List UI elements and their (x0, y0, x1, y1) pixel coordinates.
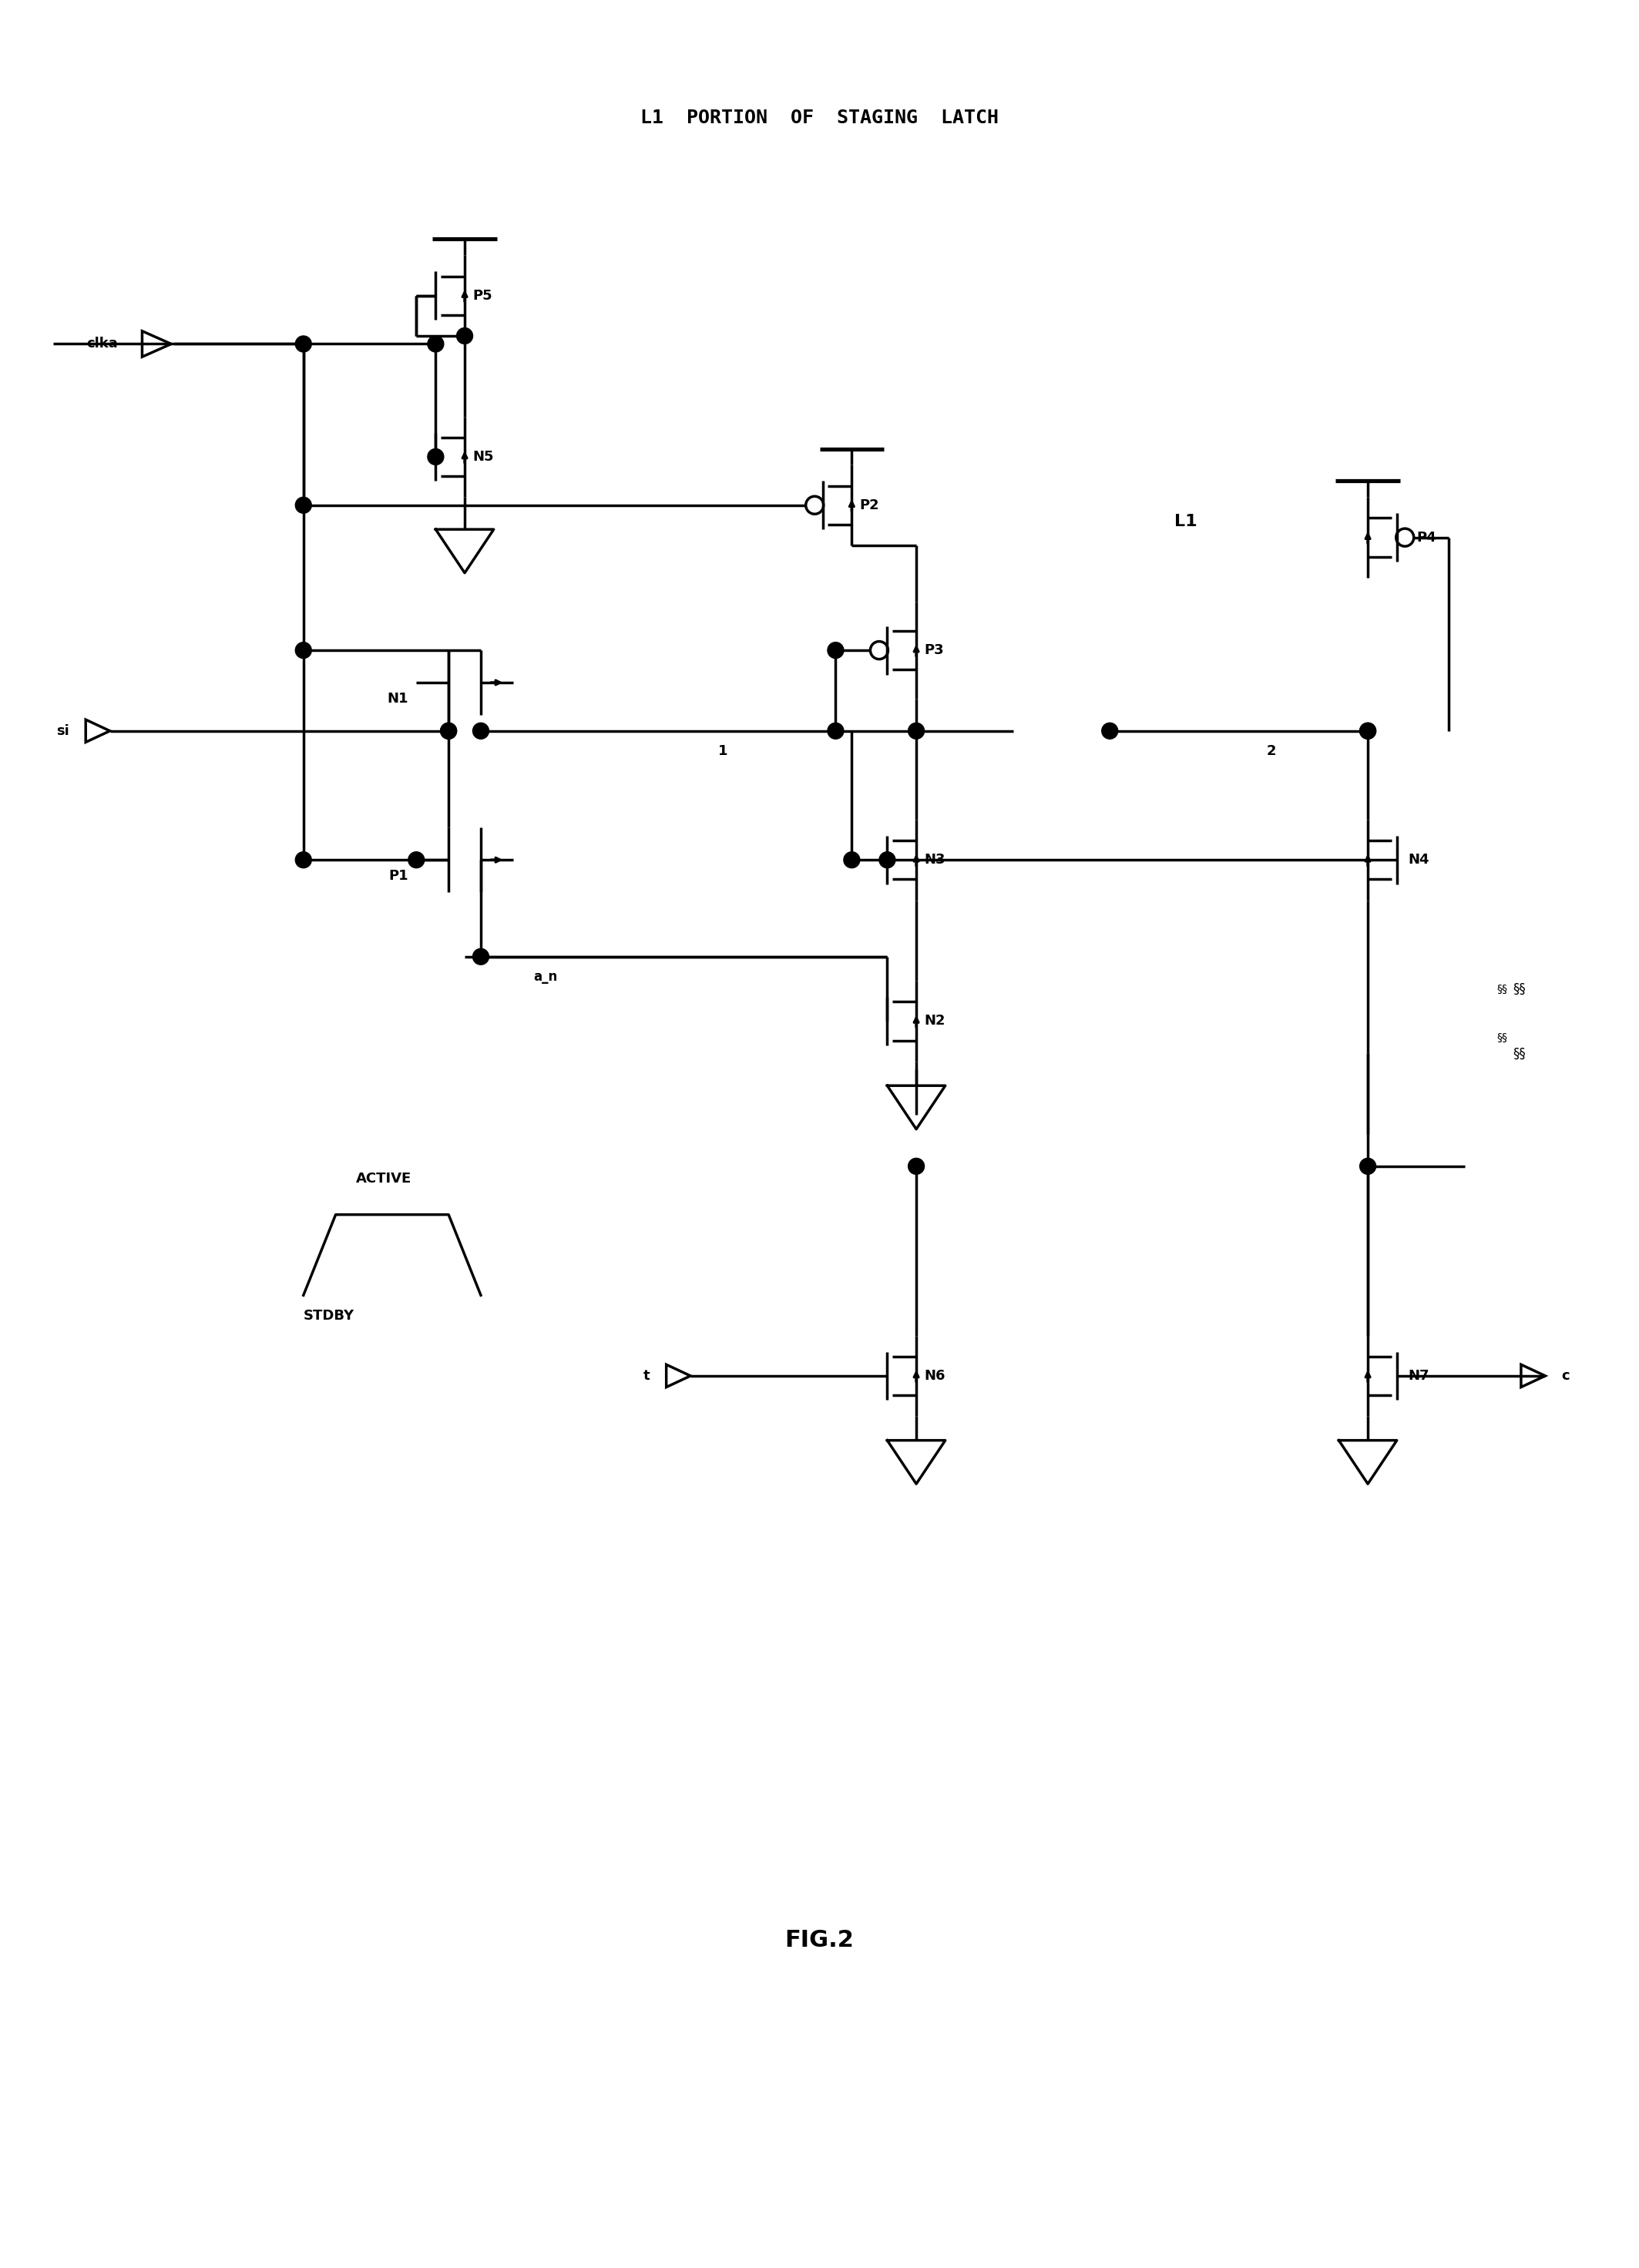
Text: §§: §§ (1513, 982, 1526, 996)
Text: §§: §§ (1496, 1032, 1508, 1043)
Circle shape (1360, 723, 1375, 739)
Circle shape (908, 1159, 924, 1175)
Circle shape (828, 723, 844, 739)
Text: P5: P5 (472, 288, 492, 302)
Circle shape (1360, 723, 1375, 739)
Text: N6: N6 (924, 1370, 946, 1383)
Text: N7: N7 (1408, 1370, 1429, 1383)
Text: N4: N4 (1408, 853, 1429, 866)
Circle shape (295, 853, 311, 869)
Text: t: t (644, 1370, 651, 1383)
Text: STDBY: STDBY (303, 1309, 354, 1322)
Circle shape (472, 948, 488, 964)
Circle shape (879, 853, 895, 869)
Circle shape (1360, 1159, 1375, 1175)
Circle shape (472, 723, 488, 739)
Circle shape (408, 853, 425, 869)
Text: P2: P2 (860, 499, 880, 513)
Text: ACTIVE: ACTIVE (356, 1173, 411, 1186)
Text: N3: N3 (924, 853, 946, 866)
Text: L1: L1 (1174, 513, 1196, 528)
Circle shape (908, 723, 924, 739)
Circle shape (295, 642, 311, 658)
Text: N5: N5 (472, 449, 493, 463)
Text: N1: N1 (387, 692, 408, 705)
Text: clka: clka (87, 338, 118, 352)
Text: 2: 2 (1267, 744, 1275, 758)
Text: a_n: a_n (533, 971, 557, 984)
Circle shape (457, 329, 472, 345)
Circle shape (441, 723, 457, 739)
Circle shape (1101, 723, 1118, 739)
Circle shape (828, 642, 844, 658)
Circle shape (844, 853, 860, 869)
Text: §§: §§ (1496, 984, 1508, 993)
Text: P4: P4 (1416, 531, 1436, 544)
Text: 1: 1 (718, 744, 728, 758)
Text: P3: P3 (924, 644, 944, 658)
Text: c: c (1562, 1370, 1570, 1383)
Text: si: si (57, 723, 69, 737)
Text: §§: §§ (1513, 1046, 1526, 1061)
Circle shape (441, 723, 457, 739)
Text: P1: P1 (388, 869, 408, 882)
Circle shape (428, 449, 444, 465)
Circle shape (295, 497, 311, 513)
Text: L1  PORTION  OF  STAGING  LATCH: L1 PORTION OF STAGING LATCH (641, 109, 998, 127)
Circle shape (295, 336, 311, 352)
Circle shape (428, 336, 444, 352)
Text: FIG.2: FIG.2 (785, 1930, 854, 1950)
Text: N2: N2 (924, 1014, 946, 1027)
